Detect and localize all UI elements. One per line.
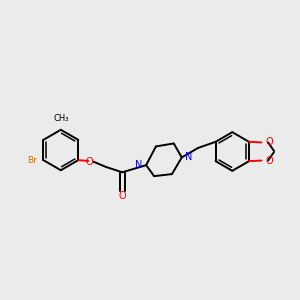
Text: O: O: [266, 156, 273, 166]
Text: O: O: [86, 157, 93, 166]
Text: O: O: [118, 191, 126, 201]
Text: CH₃: CH₃: [53, 114, 69, 123]
Text: Br: Br: [27, 156, 37, 165]
Text: N: N: [185, 152, 193, 162]
Text: O: O: [266, 137, 273, 147]
Text: N: N: [135, 160, 142, 170]
